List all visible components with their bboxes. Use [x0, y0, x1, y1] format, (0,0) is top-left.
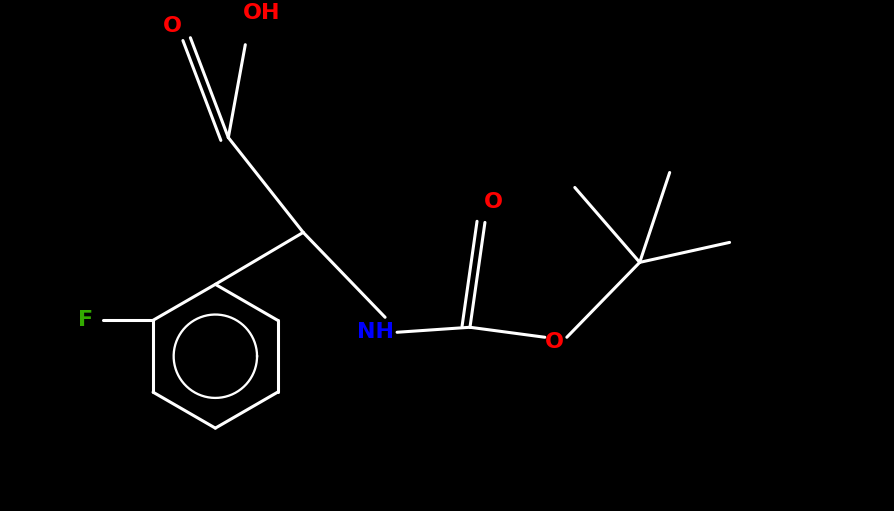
Text: O: O [163, 16, 181, 36]
Text: F: F [78, 310, 93, 330]
Text: O: O [544, 332, 564, 352]
Text: O: O [483, 193, 502, 213]
Text: OH: OH [242, 3, 280, 23]
Text: NH: NH [356, 322, 393, 342]
